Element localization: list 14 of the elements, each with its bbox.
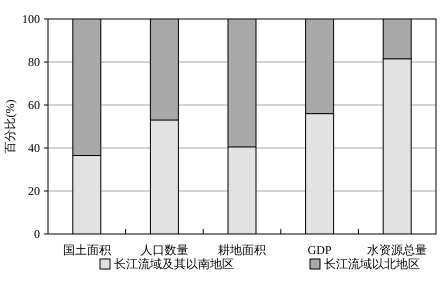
x-tick-label: 耕地面积 — [218, 243, 266, 257]
y-tick-label: 40 — [28, 141, 40, 155]
y-tick-label: 100 — [22, 12, 40, 26]
legend-label: 长江流域及其以南地区 — [114, 257, 234, 271]
y-tick-label: 0 — [34, 227, 40, 241]
legend-label: 长江流域以北地区 — [324, 257, 420, 271]
x-tick-label: 国土面积 — [62, 243, 111, 257]
y-tick-label: 60 — [28, 98, 40, 112]
y-tick-label: 80 — [28, 55, 40, 69]
y-tick-label: 20 — [28, 184, 40, 198]
x-tick-label: GDP — [308, 243, 332, 257]
x-tick-label: 水资源总量 — [367, 243, 428, 257]
x-tick-label: 人口数量 — [140, 243, 188, 257]
y-axis-title: 百分比(%) — [3, 100, 17, 154]
